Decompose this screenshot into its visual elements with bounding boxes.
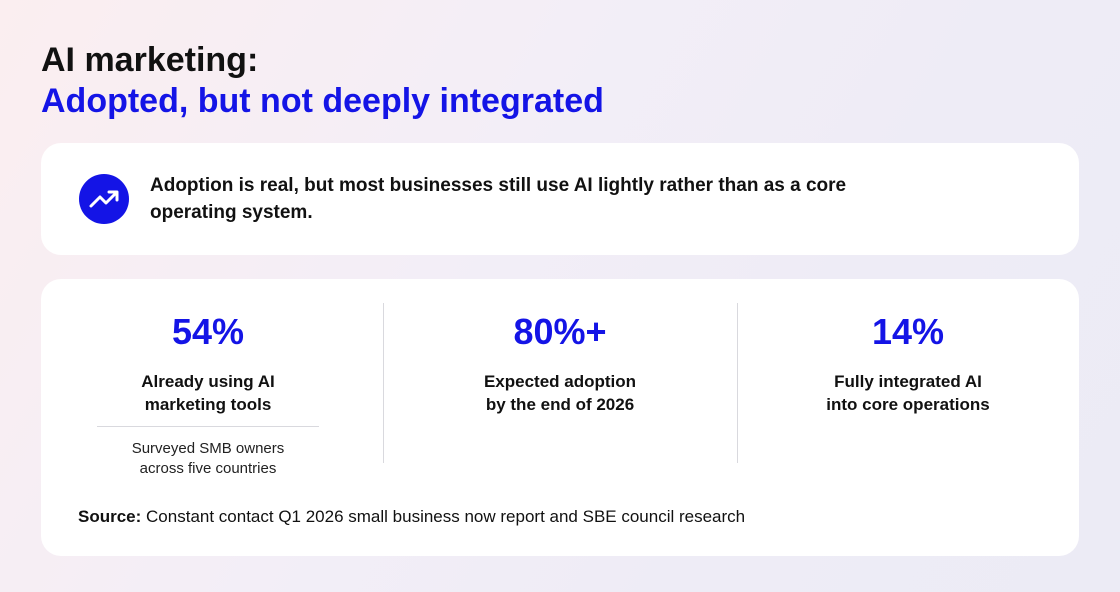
callout-card xyxy=(41,143,1079,255)
divider xyxy=(737,303,738,463)
stat-label: into core operations xyxy=(826,395,990,414)
title: AI marketing: xyxy=(41,41,259,79)
stat-note: Surveyed SMB owners xyxy=(131,440,285,457)
source-text: Constant contact Q1 2026 small business … xyxy=(146,507,746,526)
stat-note: across five countries xyxy=(139,460,277,477)
callout-text: Adoption is real, but most businesses st… xyxy=(150,175,847,196)
trend-icon xyxy=(79,174,129,224)
stat-label: Expected adoption xyxy=(483,372,637,391)
divider xyxy=(97,426,319,427)
subtitle: Adopted, but not deeply integrated xyxy=(41,82,604,120)
source: Source: Constant contact Q1 2026 small b… xyxy=(78,506,745,528)
stat-label: Fully integrated AI xyxy=(834,372,982,391)
divider xyxy=(383,303,384,463)
stat-label: Already using AI xyxy=(141,372,275,391)
stat-value: 14% xyxy=(871,311,945,352)
stats-card xyxy=(41,279,1079,556)
source-label: Source: xyxy=(78,507,142,526)
callout-text: operating system. xyxy=(150,202,313,223)
stat-label: marketing tools xyxy=(144,395,272,414)
stat-label: by the end of 2026 xyxy=(485,395,635,414)
stat-value: 80%+ xyxy=(513,311,607,352)
stat-value: 54% xyxy=(171,311,245,352)
